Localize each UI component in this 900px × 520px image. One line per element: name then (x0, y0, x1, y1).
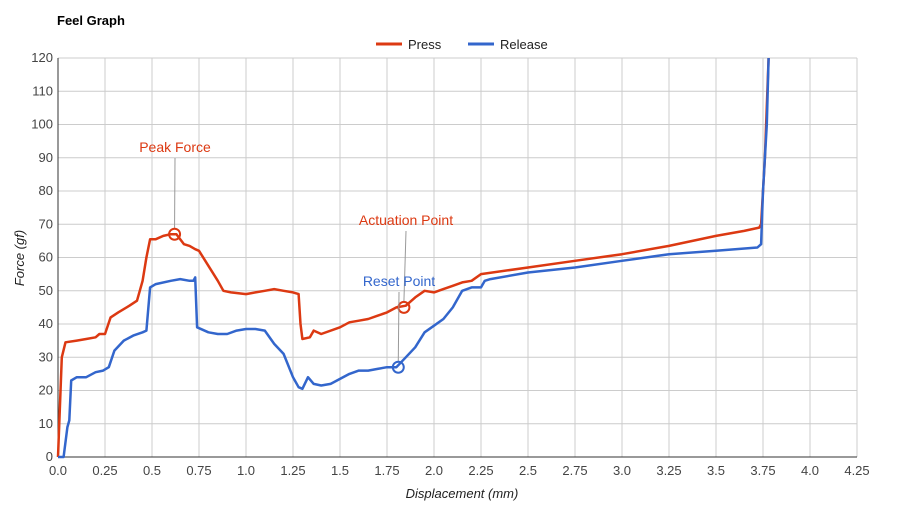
y-tick-label: 20 (39, 383, 53, 398)
x-tick-label: 3.25 (656, 463, 681, 478)
annotation-label: Reset Point (363, 273, 435, 289)
x-tick-label: 3.5 (707, 463, 725, 478)
y-tick-label: 120 (31, 50, 53, 65)
x-tick-label: 1.0 (237, 463, 255, 478)
x-tick-label: 1.75 (374, 463, 399, 478)
x-tick-label: 0.25 (92, 463, 117, 478)
y-tick-label: 0 (46, 449, 53, 464)
y-tick-label: 50 (39, 283, 53, 298)
y-tick-label: 30 (39, 349, 53, 364)
y-tick-label: 40 (39, 316, 53, 331)
x-tick-label: 3.75 (750, 463, 775, 478)
y-tick-label: 100 (31, 117, 53, 132)
y-tick-label: 60 (39, 250, 53, 265)
annotation-label: Actuation Point (359, 212, 453, 228)
grid-lines (57, 57, 858, 458)
annotation-leader (397, 291, 400, 362)
series-lines (56, 57, 770, 459)
annotation-marker (168, 227, 182, 241)
annotation-label: Peak Force (139, 139, 211, 155)
x-tick-label: 4.25 (844, 463, 869, 478)
annotations: Peak Force Actuation Point Reset Point (139, 139, 453, 374)
y-tick-label: 10 (39, 416, 53, 431)
x-tick-label: 0.5 (143, 463, 161, 478)
series-line-release (58, 57, 770, 459)
x-tick-label: 1.5 (331, 463, 349, 478)
series-line-press (56, 57, 770, 458)
annotation-leader (403, 230, 407, 302)
y-tick-label: 80 (39, 183, 53, 198)
y-tick-label: 110 (32, 83, 53, 98)
x-tick-label: 3.0 (613, 463, 631, 478)
x-tick-label: 2.25 (468, 463, 493, 478)
x-tick-label: 4.0 (801, 463, 819, 478)
x-tick-label: 0.0 (49, 463, 67, 478)
annotation-marker (391, 360, 405, 374)
x-tick-label: 2.5 (519, 463, 537, 478)
x-tick-label: 2.0 (425, 463, 443, 478)
x-tick-labels: 0.0 0.25 0.5 0.75 1.0 1.25 1.5 1.75 2.0 2.25 2.5 2.… (49, 463, 870, 478)
chart-title: Feel Graph (57, 13, 125, 28)
x-tick-label: 1.25 (280, 463, 305, 478)
y-tick-label: 70 (39, 216, 53, 231)
axes (57, 58, 857, 458)
legend-label: Press (408, 37, 442, 52)
x-axis-title: Displacement (mm) (406, 486, 519, 501)
x-tick-label: 0.75 (186, 463, 211, 478)
x-tick-label: 2.75 (562, 463, 587, 478)
y-axis-title: Force (gf) (12, 230, 27, 286)
legend-label: Release (500, 37, 548, 52)
y-tick-labels: 0 10 20 30 40 50 60 70 80 90 100 110 120 (31, 50, 53, 464)
legend: Press Release (376, 37, 548, 52)
y-tick-label: 90 (39, 150, 53, 165)
